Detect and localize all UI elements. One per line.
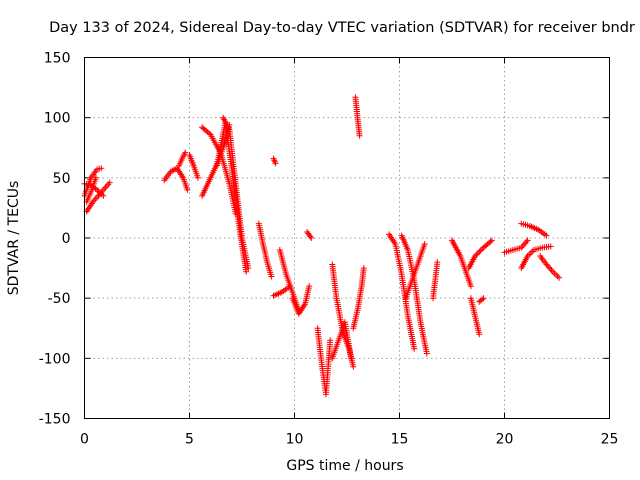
data-marker-run (314, 325, 334, 398)
series-track-32 (518, 220, 550, 239)
data-marker-run (329, 319, 355, 362)
data-marker-run (501, 237, 531, 256)
data-marker-run (398, 232, 430, 357)
x-axis-label: GPS time / hours (286, 458, 403, 474)
series-track-25 (402, 241, 428, 302)
data-marker-run (402, 241, 428, 302)
series-track-12 (270, 155, 279, 167)
x-tick-label: 0 (80, 432, 89, 448)
data-marker-run (465, 237, 495, 272)
series-track-22 (352, 94, 363, 139)
series-track-33 (518, 243, 554, 272)
data-marker-run (276, 247, 302, 314)
data-marker-run (386, 231, 418, 352)
series-track-31 (501, 237, 531, 256)
data-marker-run (449, 237, 474, 290)
data-marker-run (518, 220, 550, 239)
data-marker-run (476, 295, 487, 305)
x-tick-label: 20 (496, 432, 514, 448)
data-marker-run (350, 265, 367, 332)
series-track-26 (430, 259, 441, 302)
data-marker-run (289, 283, 313, 317)
x-tick-label: 25 (601, 432, 619, 448)
grid (84, 57, 610, 419)
series-track-24 (398, 232, 430, 357)
series-track-29 (465, 237, 495, 272)
series-track-21 (350, 265, 367, 332)
data-marker-run (176, 149, 189, 169)
data-marker-run (255, 220, 275, 280)
series-track-05 (161, 165, 191, 193)
series-track-18 (314, 325, 334, 398)
y-tick-label: -50 (48, 291, 71, 307)
series-track-03 (83, 179, 113, 215)
y-tick-label: 0 (62, 231, 71, 247)
x-tick-label: 10 (286, 432, 304, 448)
y-tick-label: 150 (44, 51, 71, 67)
series-track-17 (304, 229, 315, 241)
data-marker-run (518, 243, 554, 272)
series-track-14 (276, 247, 302, 314)
data-marker-run (352, 94, 363, 139)
series-track-13 (255, 220, 275, 280)
series-track-06 (176, 149, 189, 169)
plot-frame (84, 57, 610, 419)
data-marker-run (537, 253, 563, 281)
axes: 0 5 10 15 20 25 -150 -100 -50 0 50 100 150 (39, 51, 619, 448)
chart-title: Day 133 of 2024, Sidereal Day-to-day VTE… (49, 20, 635, 36)
series-track-07 (186, 152, 201, 181)
data-marker-run (83, 174, 99, 205)
series-track-23 (386, 231, 418, 352)
data-marker-run (304, 229, 315, 241)
series-track-20 (329, 319, 355, 362)
y-tick-label: -150 (39, 412, 71, 428)
data-points (81, 94, 563, 398)
series-track-27 (449, 237, 474, 290)
series-track-11 (220, 114, 252, 272)
data-marker-run (220, 114, 252, 272)
data-marker-run (430, 259, 441, 302)
series-track-16 (289, 283, 313, 317)
series-track-15 (270, 283, 294, 299)
data-marker-run (186, 152, 201, 181)
data-marker-run (83, 179, 113, 215)
x-tick-label: 15 (391, 432, 409, 448)
series-track-34 (537, 253, 563, 281)
data-marker-run (161, 165, 191, 193)
y-tick-label: 100 (44, 111, 71, 127)
y-axis-label: SDTVAR / TECUs (6, 181, 22, 296)
series-track-28 (467, 295, 483, 338)
y-tick-label: 50 (53, 171, 71, 187)
series-track-30 (476, 295, 487, 305)
data-marker-run (270, 155, 279, 167)
x-tick-label: 5 (185, 432, 194, 448)
series-track-04 (83, 174, 99, 205)
data-marker-run (467, 295, 483, 338)
data-marker-run (270, 283, 294, 299)
y-tick-label: -100 (39, 351, 71, 367)
